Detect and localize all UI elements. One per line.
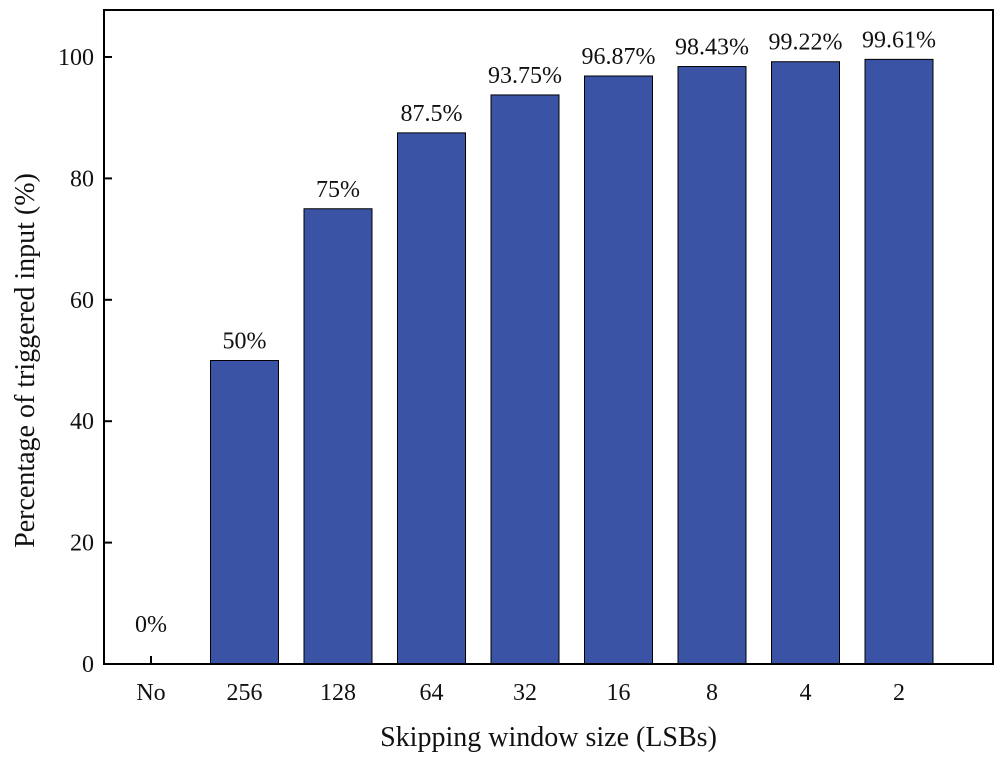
x-tick-label: 256 — [227, 680, 263, 706]
x-tick-label: 32 — [513, 680, 537, 706]
data-label-64: 87.5% — [401, 101, 463, 127]
x-tick-label: 2 — [893, 680, 905, 706]
data-labels: 0% 50% 75% 87.5% 93.75% 96.87% 98.43% 99.22% 99.… — [135, 27, 936, 638]
y-tick-label: 100 — [58, 45, 94, 71]
x-tick-label: No — [136, 680, 165, 706]
bar-16 — [584, 75, 653, 665]
x-tick-label: 128 — [320, 680, 356, 706]
x-tick-label: 8 — [706, 680, 718, 706]
y-tick-label: 40 — [70, 409, 94, 435]
bar-2 — [864, 58, 934, 665]
bar-256 — [210, 360, 279, 665]
data-label-32: 93.75% — [488, 63, 562, 89]
bar-128 — [303, 208, 373, 665]
x-tick-label: 64 — [420, 680, 444, 706]
y-tick-label: 20 — [70, 531, 94, 557]
y-tick-label: 80 — [70, 166, 94, 192]
x-axis-title: Skipping window size (LSBs) — [380, 722, 717, 753]
bar-4 — [771, 61, 840, 665]
y-tick-label: 0 — [82, 652, 94, 678]
data-label-128: 75% — [316, 177, 360, 203]
bar-8 — [677, 66, 747, 665]
y-axis-ticks: 0 20 40 60 80 100 — [58, 45, 112, 678]
data-label-4: 99.22% — [769, 30, 843, 56]
y-tick-label: 60 — [70, 288, 94, 314]
x-axis-ticks: No 256 128 64 32 16 8 4 2 — [136, 656, 905, 706]
data-label-8: 98.43% — [675, 35, 749, 61]
data-label-2: 99.61% — [862, 27, 936, 53]
bar-32 — [490, 94, 560, 665]
data-label-16: 96.87% — [582, 44, 656, 70]
plot-frame — [103, 9, 994, 665]
x-tick-label: 16 — [607, 680, 631, 706]
x-tick-label: 4 — [800, 680, 812, 706]
data-label-No: 0% — [135, 612, 167, 638]
bars — [210, 58, 934, 665]
data-label-256: 50% — [223, 329, 267, 355]
bar-64 — [397, 132, 466, 665]
y-axis-title: Percentage of triggered input (%) — [10, 173, 41, 548]
